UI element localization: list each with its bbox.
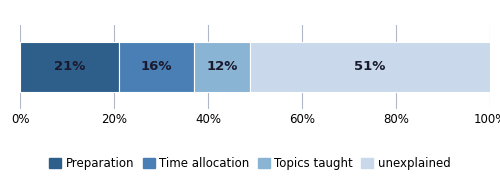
Bar (20, 42, 118, 92)
Text: 21%: 21% (54, 60, 85, 73)
Legend: Preparation, Time allocation, Topics taught, unexplained: Preparation, Time allocation, Topics tau… (50, 157, 450, 170)
Bar (118, 42, 194, 92)
Bar (250, 42, 490, 92)
Text: 12%: 12% (206, 60, 238, 73)
Text: 51%: 51% (354, 60, 386, 73)
Bar (194, 42, 250, 92)
Text: 16%: 16% (140, 60, 172, 73)
